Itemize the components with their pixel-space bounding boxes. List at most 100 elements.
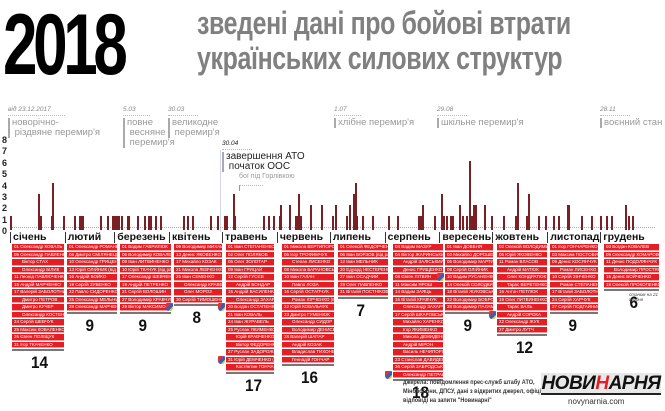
daily-loss-bar (557, 216, 560, 230)
unit-emblem-icon (218, 303, 225, 311)
casualty-name: 05 Ігор ТРОФИМЧУК (282, 251, 334, 258)
daily-loss-bar (116, 216, 119, 230)
daily-loss-bar (232, 194, 235, 230)
casualty-name: Андрій БОНДАР (226, 281, 274, 288)
monthly-total: 17 (244, 375, 262, 395)
month-casualty-list: 04 Вадим МАЗУР 04 Віктор ЖАРИНСЬКИЙ Андрій… (393, 244, 443, 381)
event-date: від 23.12.2017 (8, 105, 65, 116)
daily-loss-bar (82, 216, 85, 230)
novynarnia-logo[interactable]: НОВИНАРНЯ (541, 373, 661, 395)
casualty-name: 10 Сергій ЗІНЧЕНКО (550, 274, 598, 281)
event-date: 5.03 (123, 105, 150, 116)
daily-loss-bar (462, 216, 465, 230)
daily-loss-bar (137, 216, 140, 230)
y-tick: 5 (2, 169, 8, 180)
event-date: 30.04 (222, 139, 253, 150)
casualty-name: Олександр ЗАХАРЧЕНКО (393, 304, 443, 311)
month-label-4: травень (222, 232, 267, 243)
daily-loss-bar (100, 216, 103, 230)
casualty-name: 16 Антон ПЕТЛЮК (497, 289, 547, 296)
sources-note: джерела: повідомлення прес-служб штабу А… (403, 379, 550, 404)
event-easter-truce: 30.03 великодне перемир'я (168, 104, 220, 138)
casualty-name: 09 Іван ЛИТВИНЕНКО (120, 259, 171, 266)
casualty-name: Роман ЛИСЕНКО (550, 266, 598, 273)
daily-loss-bar (469, 161, 472, 230)
casualty-name: Олександр КОСТЕНКО (12, 311, 64, 318)
daily-loss-bar (446, 216, 449, 230)
daily-loss-bar (186, 216, 189, 230)
daily-loss-bar (354, 183, 357, 230)
casualty-name: 16 Андрій БОЙКО (67, 274, 117, 281)
daily-loss-bar (321, 205, 323, 230)
monthly-total: 6 (629, 293, 638, 312)
casualty-name: Віктор СТАХ (12, 259, 64, 266)
casualty-name: Олександр ПЕТРАШКЕВИЧ (393, 371, 443, 378)
daily-loss-bar (538, 216, 541, 230)
daily-loss-bar (352, 194, 355, 230)
casualty-name: Тарас ВЕРЕТЕНКО (497, 281, 547, 288)
casualty-name: Юрій КРАВЧЕНКО (226, 334, 274, 341)
daily-loss-bar (628, 216, 631, 230)
daily-loss-bar (605, 216, 608, 230)
month-label-1: лютий (64, 232, 101, 243)
casualty-name: Роман СТЕПАНЕНКО (550, 281, 598, 288)
daily-loss-bar (591, 216, 594, 230)
daily-loss-bar (107, 216, 110, 230)
list-underline (550, 311, 598, 314)
casualty-name: 20 Богдан ОСТАПЕНКО (226, 304, 274, 311)
unit-emblem-icon (385, 370, 392, 379)
monthly-total: 9 (138, 315, 147, 335)
event-date: 1.07 (334, 105, 361, 116)
casualty-name: 31 Ігор ТКАЧЕНКО (12, 341, 64, 348)
y-tick: 4 (2, 180, 8, 191)
monthly-total: 12 (515, 338, 533, 357)
month-label-9: жовтень (492, 232, 539, 243)
casualty-name: Андрій КОЗАК (282, 341, 334, 348)
casualty-name: 03 Максим ПОСТОВИЙ (550, 251, 598, 258)
daily-loss-bar (294, 216, 297, 230)
month-axis: січень лютий березень квітень травень червень… (10, 232, 660, 244)
event-marker (239, 185, 263, 191)
daily-loss-bar (545, 216, 548, 230)
daily-loss-bar (223, 216, 226, 230)
year-heading: 2018 (3, 0, 128, 93)
daily-loss-bar (183, 216, 186, 230)
daily-loss-bar (450, 216, 452, 230)
logo-text: АРНЯ (608, 373, 661, 394)
casualty-name: 01 Ігор ГОНЧАРЕНКО (550, 244, 598, 251)
unit-emblem-icon (166, 303, 173, 311)
monthly-total: 14 (30, 353, 48, 372)
casualty-name: 11 Максим ЯРОШ (393, 281, 443, 288)
daily-losses-chart (10, 139, 655, 230)
casualty-name: Ігор ЯКИМЕНКО (393, 326, 443, 333)
casualty-name: 05 Олександр ПАВЛЕНКО (12, 251, 64, 258)
casualty-name: 15 Андрій ВАСИЛЕНКО (226, 289, 274, 296)
month-casualty-list: 02 Олексій ВОЛОДИМИРОВ05 Юрій ЯКОВЕНКО11… (497, 244, 547, 336)
daily-loss-bar (490, 216, 493, 230)
casualty-name: 30 Сергій ТИМОШЕНКО (174, 296, 222, 303)
casualty-name: 11 Денис ПОДОЛЯНЧУК (604, 259, 659, 266)
unit-emblem-icon (489, 310, 496, 319)
list-underline (445, 311, 493, 314)
daily-loss-bar (356, 216, 359, 230)
month-label-3: квітень (169, 232, 210, 243)
casualty-name: 28 Олександр МАРЧЕНКО (67, 304, 117, 311)
daily-loss-bar (298, 194, 301, 230)
list-underline (282, 364, 334, 366)
event-label: новорічно- різдвяне перемир'я (8, 118, 100, 138)
list-underline (338, 296, 388, 299)
daily-loss-bar (418, 216, 421, 230)
casualty-name: 17 Валерій ЗАБОЛОТНИЙ (від ран) (12, 289, 64, 296)
casualty-name: Олександр ЗАХАРЧУК (226, 296, 274, 303)
daily-loss-bar (372, 216, 375, 230)
site-link[interactable]: novynarnia.com (568, 397, 625, 406)
casualty-name: 24 Іван ЖУРАВЕЛЬ (226, 319, 274, 326)
daily-loss-bar (345, 216, 348, 230)
casualty-name: 17 Віталій ЗАБОЛОТНИЙ (550, 289, 598, 296)
daily-loss-bar (465, 216, 468, 230)
month-label-7: серпень (384, 232, 431, 243)
casualty-name: Василь НЕЧИПОРУК (393, 349, 443, 356)
daily-loss-bar (310, 205, 313, 230)
event-horlivka-battles: бої під Горлівкою (239, 172, 295, 191)
monthly-total: 9 (568, 315, 577, 335)
